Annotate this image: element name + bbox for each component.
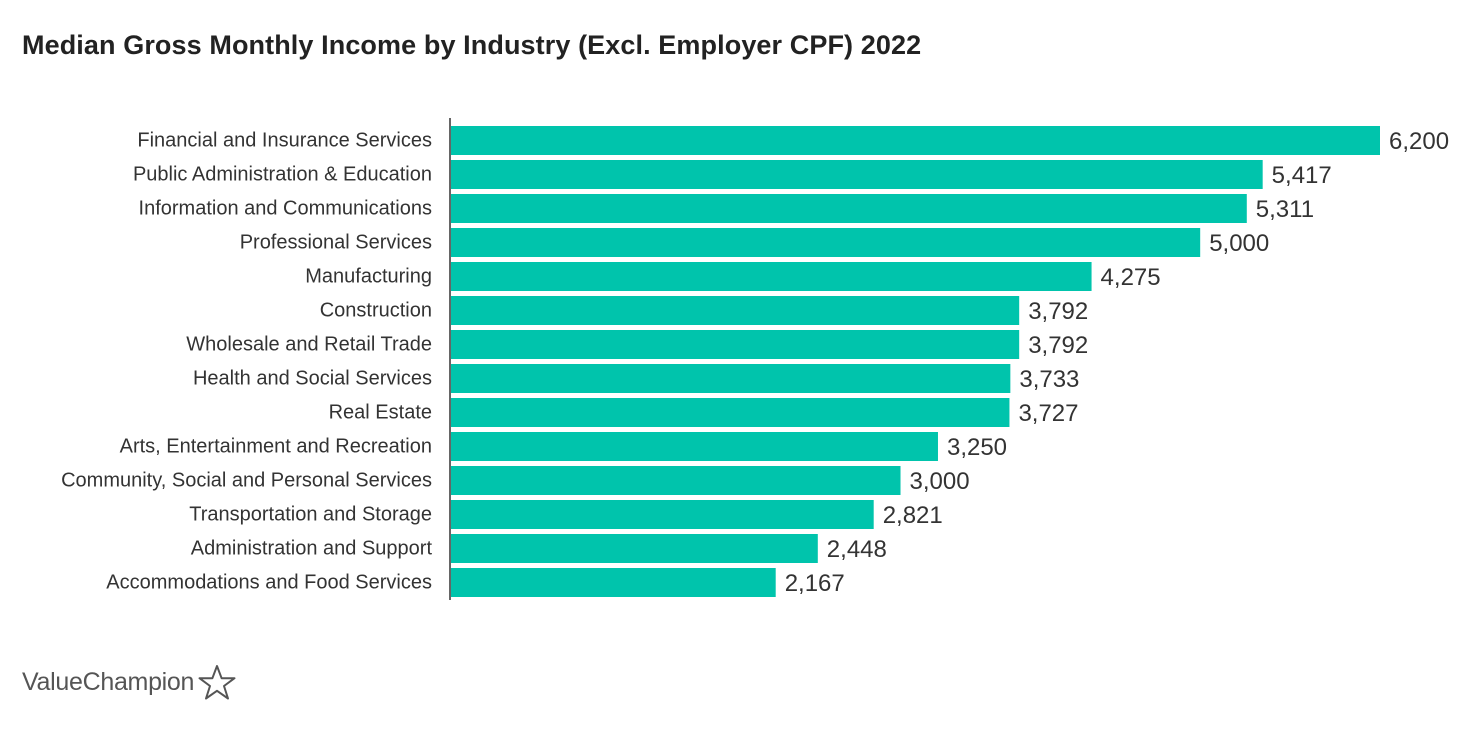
bar-13 (451, 568, 776, 597)
value-label: 5,311 (1256, 196, 1314, 223)
category-label: Construction (320, 300, 432, 322)
category-label: Financial and Insurance Services (137, 130, 432, 152)
bar-12 (451, 534, 818, 563)
value-label: 4,275 (1101, 264, 1161, 291)
bars-layer (451, 126, 1380, 597)
brand-name: ValueChampion (22, 667, 195, 696)
chart-title: Median Gross Monthly Income by Industry … (22, 30, 922, 60)
value-label: 2,821 (883, 502, 943, 529)
category-label: Information and Communications (139, 198, 432, 220)
value-label: 3,250 (947, 434, 1007, 461)
category-label: Health and Social Services (193, 368, 432, 390)
bar-9 (451, 432, 938, 461)
category-label: Real Estate (329, 402, 432, 424)
value-labels-layer: 6,200 5,417 5,311 5,000 4,275 3,792 3,792 3,733… (785, 128, 1449, 597)
category-labels-layer: Financial and Insurance Services Public A… (61, 130, 432, 594)
value-label: 3,000 (910, 468, 970, 495)
value-label: 5,000 (1209, 230, 1269, 257)
bar-7 (451, 364, 1011, 393)
category-label: Professional Services (240, 232, 432, 254)
category-label: Accommodations and Food Services (106, 572, 432, 594)
value-label: 3,733 (1019, 366, 1079, 393)
star-outline-icon (198, 665, 236, 700)
bar-8 (451, 398, 1010, 427)
category-label: Transportation and Storage (189, 504, 432, 526)
category-label: Wholesale and Retail Trade (186, 334, 432, 356)
bar-2 (451, 194, 1247, 223)
value-label: 6,200 (1389, 128, 1449, 155)
bar-1 (451, 160, 1263, 189)
value-label: 2,448 (827, 536, 887, 563)
category-label: Manufacturing (305, 266, 432, 288)
category-label: Community, Social and Personal Services (61, 470, 432, 492)
value-label: 3,792 (1028, 332, 1088, 359)
category-label: Administration and Support (191, 538, 433, 560)
bar-3 (451, 228, 1201, 257)
value-label: 3,727 (1018, 400, 1078, 427)
bar-0 (451, 126, 1380, 155)
bar-5 (451, 296, 1020, 325)
value-label: 2,167 (785, 570, 845, 597)
bar-4 (451, 262, 1092, 291)
value-label: 3,792 (1028, 298, 1088, 325)
bar-10 (451, 466, 901, 495)
brand-logo: ValueChampion (22, 664, 236, 700)
category-label: Arts, Entertainment and Recreation (120, 436, 432, 458)
value-label: 5,417 (1272, 162, 1332, 189)
bar-6 (451, 330, 1020, 359)
category-label: Public Administration & Education (133, 164, 432, 186)
bar-11 (451, 500, 874, 529)
